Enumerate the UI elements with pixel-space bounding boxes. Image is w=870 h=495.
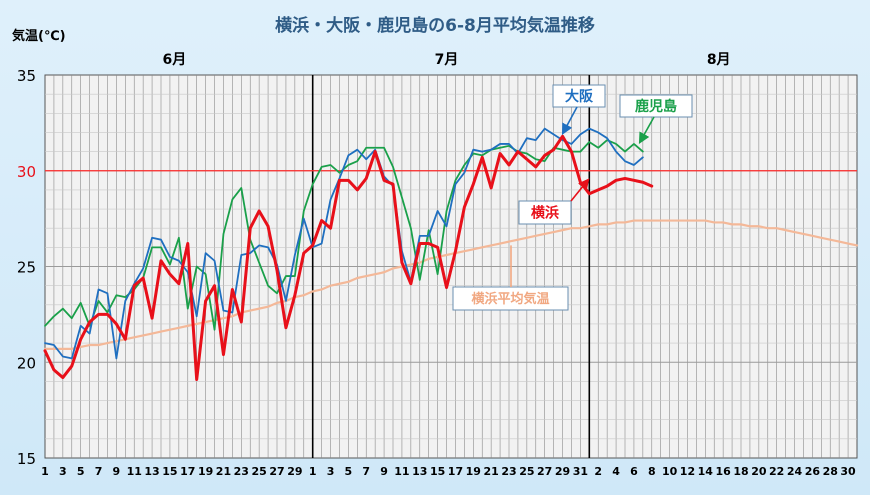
x-tick-label: 27 — [269, 465, 284, 478]
yokohama-callout-arrow — [570, 178, 590, 202]
y-tick-labels: 15 20 25 30 35 — [17, 67, 36, 468]
x-tick-label: 23 — [234, 465, 249, 478]
y-tick-label: 35 — [17, 67, 36, 85]
x-tick-label: 14 — [698, 465, 714, 478]
x-tick-label: 6 — [630, 465, 638, 478]
x-tick-label: 8 — [648, 465, 656, 478]
x-tick-label: 3 — [59, 465, 67, 478]
y-axis-label: 気温(℃) — [12, 28, 66, 44]
x-tick-label: 13 — [412, 465, 427, 478]
month-label: 7月 — [435, 52, 459, 68]
x-tick-label: 15 — [162, 465, 177, 478]
x-tick-label: 25 — [251, 465, 266, 478]
month-label: 8月 — [707, 52, 731, 68]
x-tick-label: 5 — [345, 465, 353, 478]
month-divider-lines — [311, 75, 591, 458]
avg-callout-text: 横浜平均気温 — [471, 291, 549, 307]
y-tick-label: 20 — [17, 354, 36, 372]
x-tick-label: 13 — [144, 465, 159, 478]
x-tick-label: 18 — [733, 465, 748, 478]
x-tick-label: 19 — [466, 465, 481, 478]
osaka-callout-box — [552, 84, 606, 108]
x-tick-label: 22 — [769, 465, 784, 478]
x-tick-label: 26 — [805, 465, 821, 478]
x-tick-label: 31 — [573, 465, 588, 478]
x-tick-label: 17 — [448, 465, 463, 478]
x-tick-label: 21 — [483, 465, 498, 478]
x-tick-label: 9 — [380, 465, 388, 478]
month-labels: 6月 7月 8月 — [163, 52, 731, 68]
x-tick-label: 25 — [519, 465, 534, 478]
x-tick-label: 7 — [95, 465, 103, 478]
osaka-callout-arrow — [561, 106, 578, 135]
x-tick-label: 15 — [430, 465, 445, 478]
y-tick-label: 30 — [17, 163, 36, 181]
x-tick-label: 7 — [362, 465, 370, 478]
osaka-callout-text: 大阪 — [565, 88, 594, 105]
x-tick-label: 2 — [594, 465, 602, 478]
series-group — [43, 127, 859, 381]
yokohama-callout-box — [518, 200, 572, 225]
x-tick-label: 21 — [216, 465, 231, 478]
x-tick-label: 4 — [612, 465, 620, 478]
kagoshima-callout-arrow — [638, 116, 655, 144]
x-tick-label: 30 — [840, 465, 856, 478]
x-tick-label: 1 — [309, 465, 317, 478]
series-line-横浜 — [43, 134, 654, 381]
month-label: 6月 — [163, 52, 187, 68]
x-tick-label: 17 — [180, 465, 195, 478]
x-tick-label: 5 — [77, 465, 85, 478]
x-tick-label: 16 — [715, 465, 731, 478]
x-tick-label: 27 — [537, 465, 552, 478]
chart-title: 横浜・大阪・鹿児島の6-8月平均気温推移 — [275, 15, 595, 36]
x-tick-label: 29 — [555, 465, 570, 478]
x-tick-label: 9 — [113, 465, 121, 478]
x-tick-label: 23 — [501, 465, 516, 478]
y-tick-label: 15 — [17, 450, 36, 468]
x-tick-label: 3 — [327, 465, 335, 478]
x-tick-label: 24 — [787, 465, 803, 478]
x-tick-label: 12 — [680, 465, 695, 478]
kagoshima-callout-text: 鹿児島 — [634, 98, 677, 115]
series-line-大阪 — [44, 127, 644, 360]
x-tick-label: 11 — [394, 465, 409, 478]
x-tick-label: 29 — [287, 465, 302, 478]
yokohama-callout-text: 横浜 — [531, 205, 559, 222]
x-tick-label: 10 — [662, 465, 678, 478]
x-tick-label: 11 — [127, 465, 142, 478]
x-tick-labels: 1 3 5 7 9 11 13 15 17 19 21 23 25 27 29 1 3 5 7 9 11 13 15 17 19… — [41, 465, 856, 478]
x-tick-label: 20 — [751, 465, 767, 478]
y-tick-label: 25 — [17, 259, 36, 277]
kagoshima-callout-box — [619, 94, 693, 118]
x-tick-label: 28 — [823, 465, 838, 478]
x-tick-label: 19 — [198, 465, 213, 478]
x-tick-label: 1 — [41, 465, 49, 478]
series-line-横浜平均気温 — [43, 219, 859, 350]
